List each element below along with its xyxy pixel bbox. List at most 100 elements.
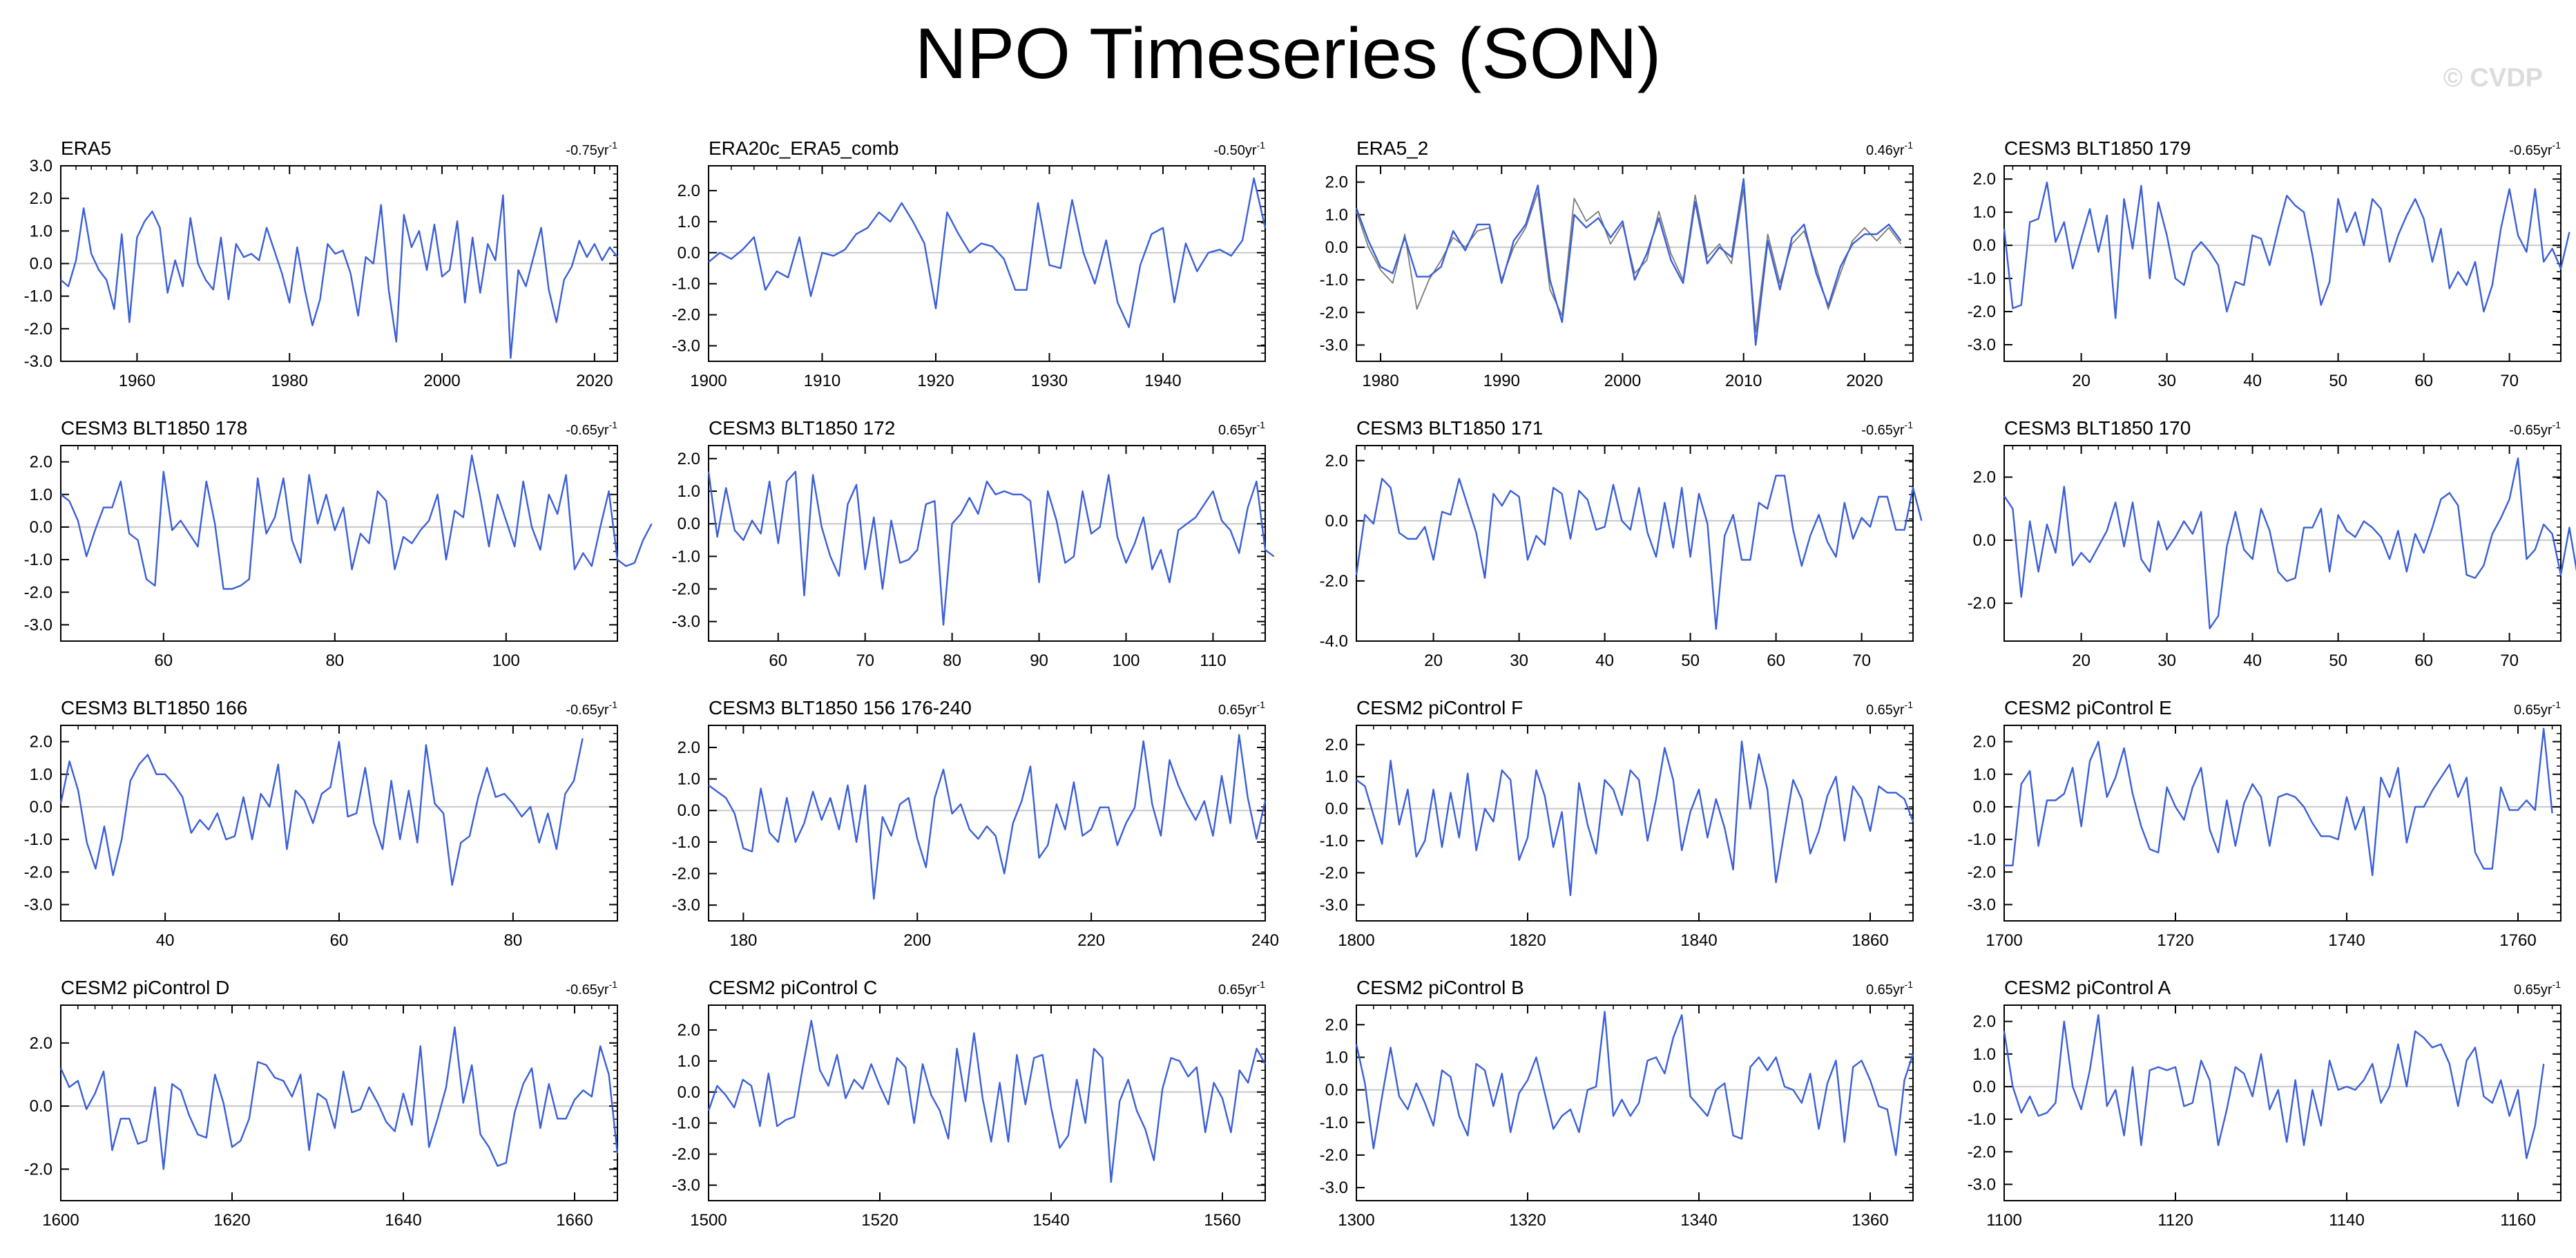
y-tick-label: 0.0 xyxy=(1973,798,1996,817)
x-tick-label: 30 xyxy=(1510,651,1528,670)
x-tick-label: 1760 xyxy=(2499,931,2536,950)
x-tick-label: 1740 xyxy=(2328,931,2365,950)
x-tick-label: 1820 xyxy=(1509,931,1546,950)
x-tick-label: 1360 xyxy=(1852,1211,1888,1230)
chart-panel: CESM2 piControl B 0.65yr-1 2.0 1.0 0.0 -1.0 -2… xyxy=(1320,977,1914,1230)
y-tick-label: 1.0 xyxy=(677,213,700,231)
x-tick-label: 70 xyxy=(2500,651,2519,670)
x-tick-label: 2000 xyxy=(1604,372,1641,390)
y-tick-label: 2.0 xyxy=(1325,173,1348,192)
x-tick-label: 1980 xyxy=(1362,372,1398,390)
trend-label: 0.65yr-1 xyxy=(1866,979,1913,998)
series-line xyxy=(708,734,1267,900)
y-tick-label: -1.0 xyxy=(24,830,52,849)
x-tick-label: 1900 xyxy=(690,372,727,390)
x-tick-label: 1100 xyxy=(1986,1211,2022,1230)
y-tick-label: 2.0 xyxy=(30,733,52,752)
y-tick-label: 0.0 xyxy=(30,1097,52,1116)
series-line xyxy=(60,194,618,359)
x-tick-label: 1860 xyxy=(1852,931,1888,950)
y-tick-label: -3.0 xyxy=(24,616,52,634)
trend-label: -0.65yr-1 xyxy=(566,699,617,718)
chart-panel: CESM3 BLT1850 171 -0.65yr-1 2.0 0.0 -2.0 -4.0… xyxy=(1320,417,1923,670)
x-tick-label: 50 xyxy=(2329,372,2347,390)
y-tick-label: 1.0 xyxy=(1325,1048,1348,1067)
y-tick-label: 1.0 xyxy=(1325,206,1348,225)
y-tick-label: 1.0 xyxy=(1973,765,1996,784)
panel-title: CESM3 BLT1850 172 xyxy=(709,417,895,439)
series-line xyxy=(1355,1011,1914,1156)
trend-label: 0.65yr-1 xyxy=(2514,699,2561,718)
chart-panel: CESM2 piControl E 0.65yr-1 2.0 1.0 0.0 -1.0 -2… xyxy=(1968,697,2561,950)
y-tick-label: -2.0 xyxy=(672,580,700,599)
plot-frame xyxy=(1356,165,1914,362)
y-tick-label: 2.0 xyxy=(30,189,52,208)
cvdp-watermark: © CVDP xyxy=(2443,64,2543,93)
series-line xyxy=(1356,740,1914,897)
x-tick-label: 1960 xyxy=(119,372,155,390)
y-tick-label: -1.0 xyxy=(24,551,52,569)
series-line xyxy=(2003,457,2576,629)
y-tick-label: 0.0 xyxy=(1325,238,1348,257)
series-line xyxy=(59,738,584,886)
y-tick-label: 0.0 xyxy=(1325,800,1348,819)
trend-label: -0.75yr-1 xyxy=(566,140,617,158)
x-tick-label: 1640 xyxy=(385,1211,421,1230)
y-tick-label: 0.0 xyxy=(677,801,700,820)
y-tick-label: 2.0 xyxy=(1973,733,1996,752)
y-tick-label: 0.0 xyxy=(30,798,52,817)
y-tick-label: -2.0 xyxy=(1320,572,1348,591)
x-tick-label: 2000 xyxy=(423,372,460,390)
y-tick-label: 0.0 xyxy=(1973,531,1996,550)
x-tick-label: 1320 xyxy=(1509,1211,1546,1230)
y-tick-label: -1.0 xyxy=(672,1114,700,1133)
series-line xyxy=(60,454,653,590)
y-tick-label: 1.0 xyxy=(677,1052,700,1071)
y-tick-label: -1.0 xyxy=(1968,269,1996,288)
y-tick-label: -3.0 xyxy=(672,613,700,631)
x-tick-label: 1840 xyxy=(1680,931,1717,950)
x-tick-label: 110 xyxy=(1200,651,1226,670)
x-tick-label: 1620 xyxy=(213,1211,250,1230)
series-line xyxy=(707,1020,1267,1183)
x-tick-label: 1500 xyxy=(690,1211,727,1230)
y-tick-label: -3.0 xyxy=(1968,336,1996,354)
x-tick-label: 1920 xyxy=(917,372,954,390)
x-tick-label: 1540 xyxy=(1032,1211,1069,1230)
y-tick-label: -2.0 xyxy=(24,863,52,881)
chart-panel: CESM3 BLT1850 166 -0.65yr-1 2.0 1.0 0.0 -1.0 -… xyxy=(24,697,618,950)
series-line xyxy=(1355,178,1902,346)
y-tick-label: -3.0 xyxy=(672,337,700,356)
x-tick-label: 100 xyxy=(1112,651,1140,670)
x-tick-label: 220 xyxy=(1077,931,1105,950)
trend-label: -0.65yr-1 xyxy=(1861,419,1913,438)
chart-panel: CESM3 BLT1850 170 -0.65yr-1 2.0 0.0 -2.0 20 30… xyxy=(1968,417,2576,670)
x-tick-label: 1120 xyxy=(2157,1211,2193,1230)
chart-panel: CESM2 piControl A 0.65yr-1 2.0 1.0 0.0 -1.0 -2… xyxy=(1968,977,2561,1230)
y-tick-label: -2.0 xyxy=(1320,303,1348,322)
x-tick-label: 60 xyxy=(330,931,349,950)
x-tick-label: 1700 xyxy=(1986,931,2022,950)
x-tick-label: 40 xyxy=(1595,651,1614,670)
trend-label: 0.65yr-1 xyxy=(1218,419,1265,438)
panel-title: CESM2 piControl F xyxy=(1356,697,1523,718)
panel-title: CESM2 piControl C xyxy=(709,977,877,998)
y-tick-label: -1.0 xyxy=(1320,1114,1348,1132)
x-tick-label: 1140 xyxy=(2329,1211,2365,1230)
series-line xyxy=(707,470,1275,626)
plot-frame xyxy=(708,1004,1266,1201)
chart-panel: ERA5 -0.75yr-1 3.0 2.0 1.0 0.0 -1.0 -2.0 -3.0 196… xyxy=(24,137,618,390)
y-tick-label: 2.0 xyxy=(30,1034,52,1053)
panel-title: ERA5_2 xyxy=(1356,137,1428,159)
y-tick-label: 2.0 xyxy=(677,450,700,468)
x-tick-label: 180 xyxy=(729,931,757,950)
x-tick-label: 1160 xyxy=(2500,1211,2536,1230)
y-tick-label: 0.0 xyxy=(30,255,52,274)
panel-title: CESM3 BLT1850 171 xyxy=(1356,417,1543,439)
x-tick-label: 20 xyxy=(1424,651,1443,670)
x-tick-label: 100 xyxy=(492,651,520,670)
series-line xyxy=(2003,1013,2545,1159)
chart-panel: CESM3 BLT1850 179 -0.65yr-1 2.0 1.0 0.0 -1.0 -… xyxy=(1968,137,2570,390)
chart-panel: CESM2 piControl F 0.65yr-1 2.0 1.0 0.0 -1.0 -2… xyxy=(1320,697,1914,950)
panel-title: CESM3 BLT1850 156 176-240 xyxy=(709,697,972,718)
